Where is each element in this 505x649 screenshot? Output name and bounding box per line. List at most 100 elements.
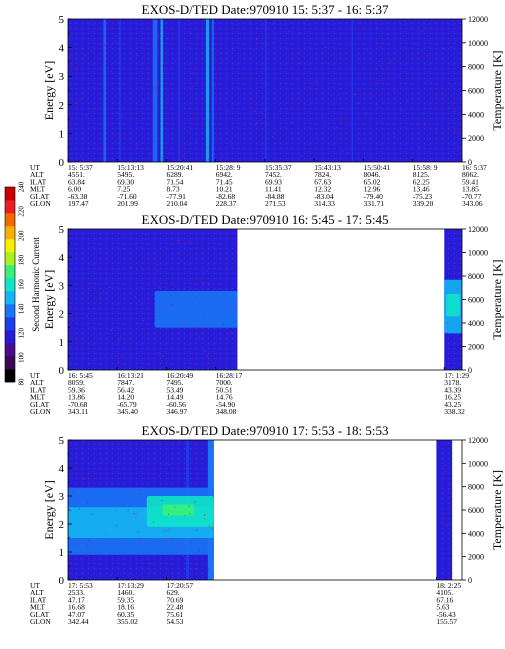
intensity-speck — [72, 19, 74, 21]
y2-tick-label: 6000 — [468, 296, 484, 305]
intensity-speck — [208, 284, 210, 286]
intensity-speck — [202, 328, 204, 330]
y2-tick-label: 4000 — [468, 529, 484, 538]
intensity-speck — [456, 354, 458, 356]
intensity-speck — [103, 291, 105, 293]
y2-tick-label: 8000 — [468, 272, 484, 281]
intensity-speck — [457, 132, 459, 134]
intensity-speck — [110, 574, 112, 576]
intensity-speck — [353, 38, 355, 40]
intensity-speck — [373, 55, 375, 57]
table-cell: 5.63 — [436, 603, 449, 612]
intensity-speck — [190, 240, 192, 242]
intensity-speck — [75, 339, 77, 341]
intensity-speck — [372, 79, 374, 81]
intensity-speck — [156, 40, 158, 42]
intensity-speck — [80, 155, 82, 157]
table-cell: 50.51 — [216, 385, 233, 394]
table-cell: 8062. — [462, 170, 479, 179]
intensity-speck — [403, 89, 405, 91]
intensity-speck — [448, 561, 450, 563]
colorbar-tick-label: 160 — [18, 279, 26, 290]
intensity-speck — [300, 63, 302, 65]
intensity-speck — [295, 78, 297, 80]
intensity-speck — [421, 30, 423, 32]
intensity-speck — [372, 21, 374, 23]
intensity-speck — [149, 464, 151, 466]
intensity-speck — [457, 146, 459, 148]
intensity-speck — [80, 558, 82, 560]
intensity-speck — [88, 455, 90, 457]
y2-tick-label: 10000 — [468, 39, 488, 48]
intensity-speck — [305, 20, 307, 22]
intensity-speck — [84, 84, 86, 86]
intensity-speck — [231, 145, 233, 147]
table-cell: 69.93 — [265, 177, 282, 186]
intensity-speck — [300, 155, 302, 157]
intensity-speck — [138, 539, 140, 541]
intensity-speck — [172, 445, 174, 447]
y2-axis-label: Temperature [K] — [490, 50, 504, 130]
intensity-speck — [153, 141, 155, 143]
intensity-speck — [424, 105, 426, 107]
intensity-speck — [459, 115, 461, 117]
intensity-speck — [353, 93, 355, 95]
intensity-speck — [227, 233, 229, 235]
table-cell: 8.73 — [167, 185, 180, 194]
y-tick-label: 0 — [59, 575, 65, 587]
intensity-speck — [402, 21, 404, 23]
intensity-speck — [165, 530, 167, 532]
intensity-speck — [330, 54, 332, 56]
intensity-speck — [196, 46, 198, 48]
y-tick-label: 1 — [59, 547, 65, 559]
table-cell: 8046. — [364, 170, 381, 179]
intensity-speck — [207, 453, 209, 455]
intensity-speck — [226, 82, 228, 84]
intensity-speck — [86, 502, 88, 504]
intensity-speck — [378, 94, 380, 96]
intensity-speck — [382, 64, 384, 66]
intensity-speck — [162, 354, 164, 356]
intensity-speck — [194, 116, 196, 118]
intensity-speck — [110, 329, 112, 331]
intensity-speck — [111, 24, 113, 26]
intensity-speck — [206, 278, 208, 280]
intensity-speck — [130, 349, 132, 351]
intensity-speck — [97, 144, 99, 146]
y2-tick-label: 2000 — [468, 343, 484, 352]
intensity-streak — [119, 19, 121, 162]
intensity-speck — [446, 243, 448, 245]
panel-title: EXOS-D/TED Date:970910 17: 5:53 - 18: 5:… — [142, 423, 389, 438]
intensity-speck — [88, 540, 90, 542]
table-cell: 4105. — [436, 588, 453, 597]
intensity-speck — [258, 76, 260, 78]
intensity-speck — [377, 26, 379, 28]
intensity-speck — [88, 47, 90, 49]
intensity-speck — [74, 338, 76, 340]
intensity-speck — [218, 75, 220, 77]
intensity-speck — [431, 20, 433, 22]
intensity-speck — [115, 316, 117, 318]
intensity-speck — [237, 135, 239, 137]
intensity-speck — [145, 238, 147, 240]
intensity-speck — [431, 26, 433, 28]
intensity-speck — [390, 43, 392, 45]
intensity-speck — [70, 55, 72, 57]
intensity-speck — [202, 282, 204, 284]
intensity-speck — [94, 359, 96, 361]
intensity-speck — [91, 233, 93, 235]
intensity-speck — [83, 291, 85, 293]
intensity-speck — [216, 73, 218, 75]
intensity-speck — [335, 54, 337, 56]
intensity-speck — [97, 290, 99, 292]
intensity-speck — [346, 51, 348, 53]
colorbar-cell — [5, 226, 15, 240]
table-cell: 17: 5:53 — [68, 581, 93, 590]
intensity-speck — [436, 458, 438, 460]
intensity-speck — [383, 102, 385, 104]
intensity-speck — [116, 509, 118, 511]
table-cell: 17:20:57 — [167, 581, 194, 590]
intensity-speck — [138, 300, 140, 302]
intensity-speck — [114, 96, 116, 98]
